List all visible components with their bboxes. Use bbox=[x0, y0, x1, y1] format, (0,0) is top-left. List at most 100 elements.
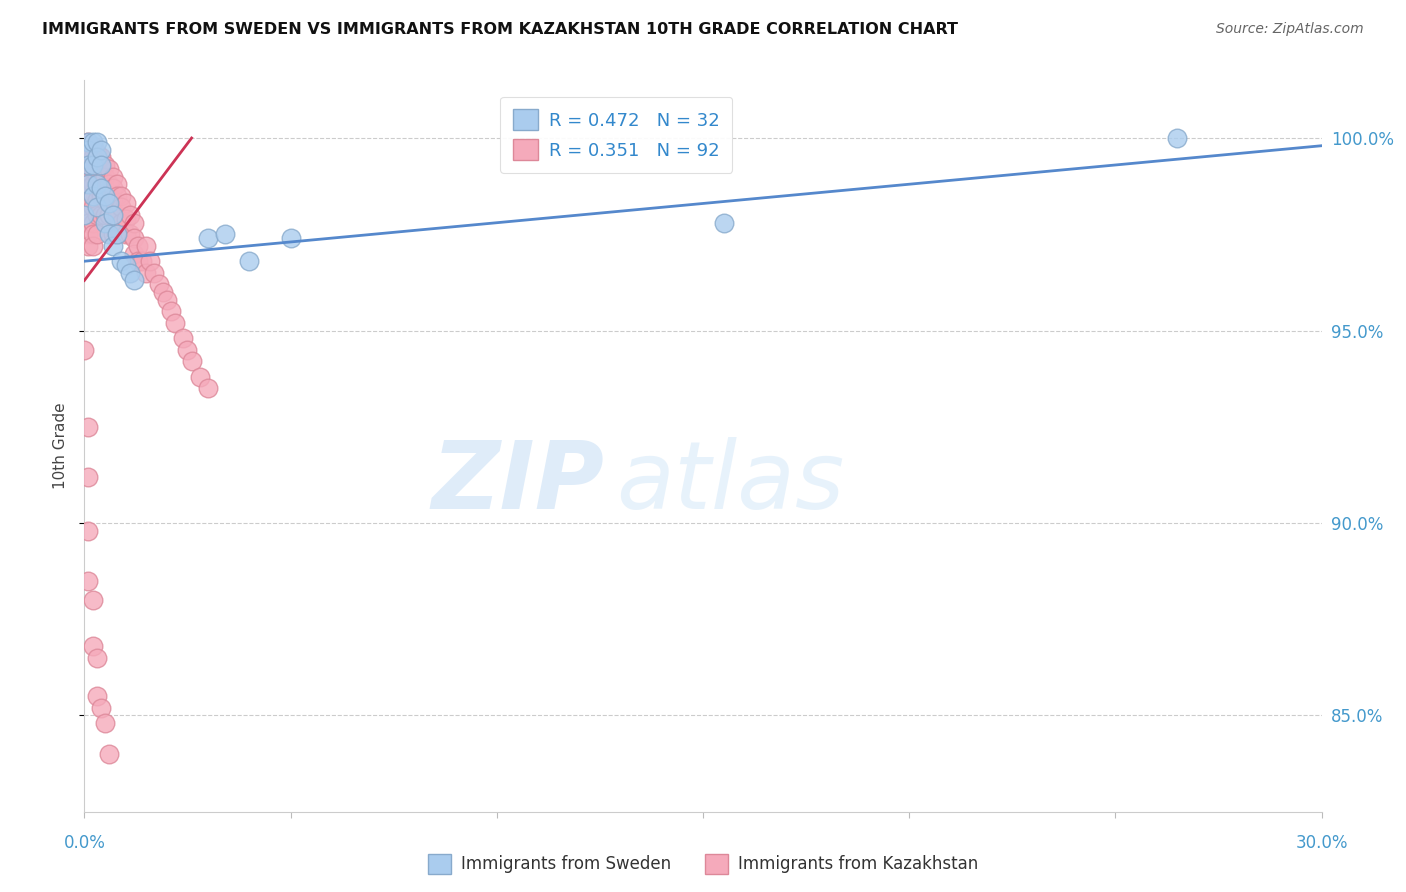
Point bbox=[90, 143, 112, 157]
Legend: Immigrants from Sweden, Immigrants from Kazakhstan: Immigrants from Sweden, Immigrants from … bbox=[422, 847, 984, 880]
Point bbox=[713, 216, 735, 230]
Point bbox=[197, 381, 219, 395]
Point bbox=[82, 158, 104, 172]
Point bbox=[98, 208, 121, 222]
Point bbox=[90, 161, 112, 176]
Point bbox=[82, 135, 104, 149]
Point bbox=[214, 227, 236, 242]
Point bbox=[127, 254, 149, 268]
Point bbox=[86, 178, 108, 192]
Point bbox=[86, 181, 108, 195]
Point bbox=[90, 181, 112, 195]
Point bbox=[82, 188, 104, 202]
Point bbox=[131, 254, 153, 268]
Point bbox=[135, 239, 157, 253]
Text: IMMIGRANTS FROM SWEDEN VS IMMIGRANTS FROM KAZAKHSTAN 10TH GRADE CORRELATION CHAR: IMMIGRANTS FROM SWEDEN VS IMMIGRANTS FRO… bbox=[42, 22, 957, 37]
Point bbox=[86, 227, 108, 242]
Point bbox=[122, 273, 145, 287]
Point bbox=[105, 188, 128, 202]
Point bbox=[90, 150, 112, 164]
Point bbox=[114, 211, 136, 226]
Point bbox=[103, 227, 125, 242]
Point bbox=[122, 231, 145, 245]
Point bbox=[82, 178, 104, 192]
Point bbox=[176, 343, 198, 357]
Text: Source: ZipAtlas.com: Source: ZipAtlas.com bbox=[1216, 22, 1364, 37]
Point bbox=[77, 143, 100, 157]
Point bbox=[94, 188, 117, 202]
Point bbox=[122, 216, 145, 230]
Point bbox=[82, 227, 104, 242]
Y-axis label: 10th Grade: 10th Grade bbox=[52, 402, 67, 490]
Point bbox=[90, 208, 112, 222]
Point bbox=[98, 227, 121, 242]
Point bbox=[114, 227, 136, 242]
Point bbox=[90, 158, 112, 172]
Point bbox=[86, 690, 108, 704]
Point bbox=[73, 178, 96, 192]
Point bbox=[77, 169, 100, 184]
Point bbox=[105, 227, 128, 242]
Point bbox=[197, 231, 219, 245]
Point bbox=[77, 227, 100, 242]
Point bbox=[86, 200, 108, 214]
Point bbox=[110, 188, 132, 202]
Point bbox=[82, 593, 104, 607]
Text: ZIP: ZIP bbox=[432, 436, 605, 529]
Point bbox=[77, 524, 100, 538]
Point bbox=[165, 316, 187, 330]
Text: 30.0%: 30.0% bbox=[1295, 834, 1348, 852]
Point bbox=[86, 169, 108, 184]
Point bbox=[135, 266, 157, 280]
Point bbox=[90, 178, 112, 192]
Point bbox=[73, 343, 96, 357]
Point bbox=[172, 331, 194, 345]
Point bbox=[98, 196, 121, 211]
Point bbox=[139, 254, 162, 268]
Point bbox=[90, 700, 112, 714]
Point bbox=[180, 354, 202, 368]
Point bbox=[86, 146, 108, 161]
Point bbox=[82, 216, 104, 230]
Point bbox=[82, 188, 104, 202]
Point bbox=[82, 200, 104, 214]
Point bbox=[114, 258, 136, 272]
Point bbox=[86, 208, 108, 222]
Point bbox=[98, 178, 121, 192]
Point bbox=[82, 161, 104, 176]
Point bbox=[82, 138, 104, 153]
Point bbox=[73, 158, 96, 172]
Point bbox=[98, 747, 121, 761]
Point bbox=[77, 208, 100, 222]
Point bbox=[103, 181, 125, 195]
Point bbox=[86, 193, 108, 207]
Point bbox=[77, 158, 100, 172]
Point bbox=[77, 135, 100, 149]
Point bbox=[77, 239, 100, 253]
Point bbox=[73, 208, 96, 222]
Point bbox=[114, 196, 136, 211]
Point bbox=[238, 254, 260, 268]
Point bbox=[160, 304, 183, 318]
Point bbox=[110, 200, 132, 214]
Point bbox=[103, 208, 125, 222]
Point bbox=[77, 216, 100, 230]
Point bbox=[86, 650, 108, 665]
Point bbox=[103, 193, 125, 207]
Point bbox=[94, 193, 117, 207]
Point bbox=[103, 208, 125, 222]
Point bbox=[73, 143, 96, 157]
Point bbox=[98, 188, 121, 202]
Point bbox=[77, 135, 100, 149]
Text: atlas: atlas bbox=[616, 437, 845, 528]
Point bbox=[94, 158, 117, 172]
Point bbox=[105, 208, 128, 222]
Point bbox=[94, 208, 117, 222]
Point bbox=[86, 150, 108, 164]
Point bbox=[103, 239, 125, 253]
Point bbox=[77, 193, 100, 207]
Point bbox=[105, 227, 128, 242]
Point bbox=[82, 150, 104, 164]
Point bbox=[77, 158, 100, 172]
Point bbox=[77, 143, 100, 157]
